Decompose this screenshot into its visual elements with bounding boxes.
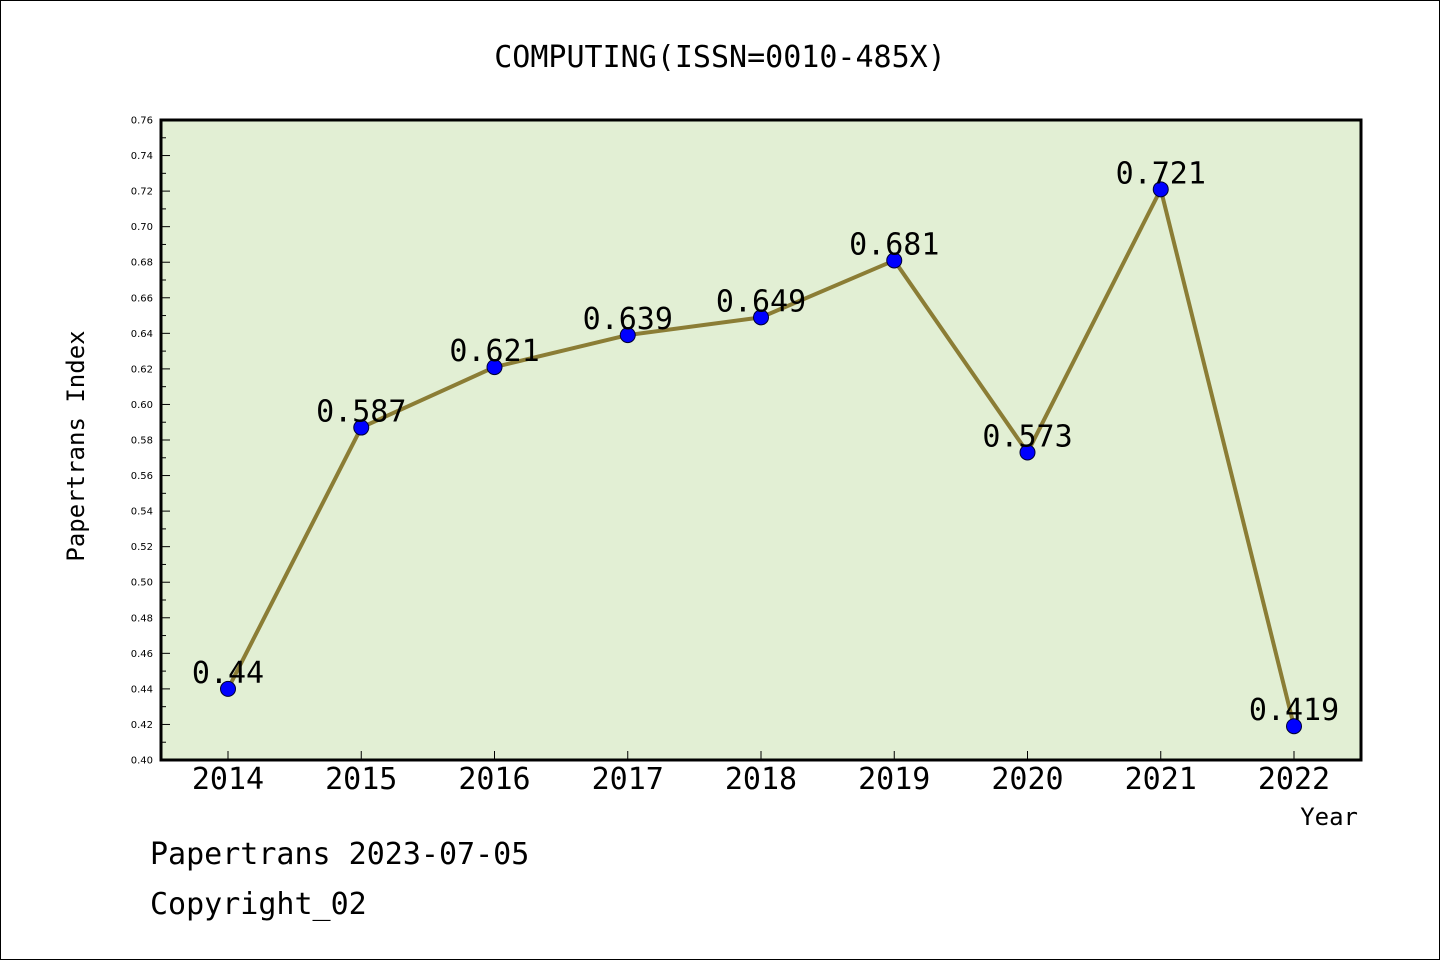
y-tick-label: 0.64 bbox=[131, 329, 153, 340]
plot-area bbox=[161, 120, 1361, 760]
y-tick-label: 0.50 bbox=[131, 578, 153, 589]
y-axis: 0.40 0.42 0.44 0.46 0.48 0.50 0.52 0.54 0.56 0.58… bbox=[131, 116, 170, 767]
x-tick-label: 2017 bbox=[592, 762, 664, 797]
y-tick-label: 0.44 bbox=[131, 684, 153, 695]
data-point bbox=[1152, 181, 1169, 198]
y-tick-label: 0.48 bbox=[131, 613, 153, 624]
data-point bbox=[886, 252, 903, 269]
data-label: 0.44 bbox=[192, 656, 264, 691]
data-label: 0.649 bbox=[716, 284, 806, 319]
data-label: 0.721 bbox=[1116, 156, 1206, 191]
data-label: 0.573 bbox=[982, 419, 1072, 454]
y-tick-label: 0.52 bbox=[131, 542, 153, 553]
x-tick-label: 2016 bbox=[458, 762, 530, 797]
y-tick-label: 0.74 bbox=[131, 151, 153, 162]
y-tick-label: 0.40 bbox=[131, 756, 153, 767]
data-point bbox=[1019, 444, 1036, 461]
y-tick-label: 0.54 bbox=[131, 507, 153, 518]
y-tick-label: 0.58 bbox=[131, 436, 153, 447]
footer-copyright: Copyright_02 bbox=[150, 887, 367, 922]
y-tick-label: 0.70 bbox=[131, 222, 153, 233]
data-point bbox=[619, 327, 636, 344]
data-point bbox=[353, 419, 370, 436]
x-tick-label: 2014 bbox=[192, 762, 264, 797]
data-label: 0.639 bbox=[583, 302, 673, 337]
x-axis-label: Year bbox=[1300, 803, 1358, 831]
y-tick-label: 0.76 bbox=[131, 116, 153, 127]
data-label: 0.681 bbox=[849, 227, 939, 262]
y-axis-label: Papertrans Index bbox=[62, 330, 90, 561]
x-axis: 2014 2015 2016 2017 2018 2019 2020 2021 2022 bbox=[192, 751, 1330, 797]
y-tick-label: 0.68 bbox=[131, 258, 153, 269]
data-points bbox=[220, 181, 1302, 735]
chart-title: COMPUTING(ISSN=0010-485X) bbox=[494, 40, 946, 75]
y-tick-label: 0.46 bbox=[131, 649, 153, 660]
x-tick-label: 2018 bbox=[725, 762, 797, 797]
data-label: 0.419 bbox=[1249, 693, 1339, 728]
y-tick-label: 0.72 bbox=[131, 187, 153, 198]
x-tick-label: 2022 bbox=[1258, 762, 1330, 797]
data-point bbox=[1286, 718, 1302, 735]
data-label: 0.621 bbox=[449, 334, 539, 369]
data-label: 0.587 bbox=[316, 395, 406, 430]
data-point bbox=[486, 359, 503, 376]
x-tick-label: 2020 bbox=[991, 762, 1063, 797]
data-labels: 0.44 0.587 0.621 0.639 0.649 0.681 0.573 0.721 0… bbox=[192, 156, 1339, 728]
y-tick-label: 0.60 bbox=[131, 400, 153, 411]
data-point bbox=[220, 680, 236, 697]
y-tick-label: 0.66 bbox=[131, 293, 153, 304]
y-tick-label: 0.62 bbox=[131, 364, 153, 375]
x-tick-label: 2019 bbox=[858, 762, 930, 797]
x-tick-label: 2015 bbox=[325, 762, 397, 797]
data-point bbox=[753, 309, 769, 326]
plot-border bbox=[159, 118, 1363, 762]
footer-date: Papertrans 2023-07-05 bbox=[150, 837, 529, 872]
y-tick-label: 0.56 bbox=[131, 471, 153, 482]
y-tick-label: 0.42 bbox=[131, 720, 153, 731]
x-tick-label: 2021 bbox=[1125, 762, 1197, 797]
